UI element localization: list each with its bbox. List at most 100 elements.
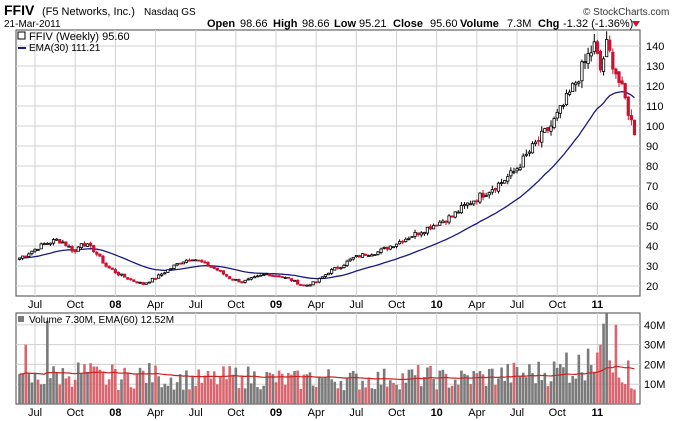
volume-bar <box>98 369 102 404</box>
volume-bar <box>515 367 519 404</box>
price-candle-body <box>351 256 355 260</box>
price-candle-body <box>305 284 309 287</box>
price-tick-label: 130 <box>646 61 664 73</box>
volume-bar <box>605 313 608 404</box>
price-candle-body <box>296 279 300 285</box>
volume-bar <box>500 367 503 404</box>
volume-bar <box>311 385 315 404</box>
price-candle-body <box>141 282 145 285</box>
volume-bar <box>101 371 105 404</box>
high-value: 98.66 <box>302 18 330 30</box>
volume-bar <box>568 382 571 404</box>
price-candle-body <box>432 225 436 230</box>
volume-bar <box>614 324 618 404</box>
price-candle-body <box>240 281 244 284</box>
price-candle-body <box>181 261 185 265</box>
price-candle-body <box>48 242 53 245</box>
volume-bar <box>169 377 173 404</box>
volume-bar <box>472 370 476 404</box>
price-candle-body <box>283 277 287 279</box>
price-candle-body <box>530 143 535 154</box>
volume-bar <box>491 368 494 404</box>
volume-bar <box>497 378 500 404</box>
volume-bar <box>151 382 154 404</box>
price-candle-body <box>515 168 519 172</box>
price-candle-body <box>67 245 71 248</box>
x-tick-label: Jul <box>28 407 42 419</box>
price-candle-body <box>472 200 476 205</box>
volume-bar <box>432 378 435 404</box>
volume-bar <box>185 370 188 404</box>
price-candle-body <box>92 245 96 253</box>
price-candle-body <box>336 266 340 269</box>
x-tick-label: Oct <box>227 299 244 311</box>
price-grid <box>16 30 640 296</box>
price-candle-body <box>249 277 253 280</box>
price-candle-body <box>601 58 606 72</box>
price-candle-body <box>552 118 556 129</box>
x-tick-label: Oct <box>549 407 566 419</box>
price-candle-body <box>58 238 62 244</box>
price-candle-body <box>537 140 541 142</box>
volume-bar <box>574 378 578 404</box>
volume-bar <box>83 364 86 404</box>
price-tick-label: 140 <box>646 41 664 53</box>
price-candle-body <box>447 215 451 223</box>
price-candle-body <box>123 273 127 278</box>
price-candle-body <box>206 262 210 267</box>
price-candle-body <box>160 273 164 276</box>
volume-bar <box>460 370 463 404</box>
price-candle-body <box>478 192 482 203</box>
price-candle-body <box>499 182 504 185</box>
price-candle-body <box>376 251 380 255</box>
price-candle-body <box>608 39 612 51</box>
volume-bar <box>268 372 272 404</box>
price-candle-body <box>533 141 538 145</box>
price-candle-body <box>632 119 637 136</box>
price-candle-body <box>493 188 498 191</box>
price-candle-body <box>490 189 494 193</box>
volume-bar <box>148 363 151 404</box>
price-candle-body <box>620 80 624 85</box>
x-tick-label: Jul <box>510 299 524 311</box>
volume-bar <box>571 375 574 404</box>
volume-bar <box>577 354 581 404</box>
volume-bar <box>410 369 414 404</box>
x-tick-label: Apr <box>147 407 164 419</box>
price-candle-body <box>410 236 414 239</box>
price-tick-label: 100 <box>646 121 664 133</box>
volume-bar <box>373 388 377 404</box>
volume-bar <box>212 371 216 404</box>
price-candle-body <box>175 263 179 266</box>
price-candle-body <box>116 271 121 276</box>
volume-bar <box>160 387 163 404</box>
x-tick-label: Jul <box>349 407 363 419</box>
volume-bar <box>24 344 28 404</box>
price-candle-body <box>119 273 124 276</box>
volume-bar <box>580 372 584 404</box>
volume-bar <box>534 383 537 404</box>
volume-bar <box>426 367 429 404</box>
volume-bar <box>549 381 553 404</box>
price-candle-body <box>39 243 43 250</box>
volume-bar <box>231 374 235 404</box>
volume-legend-icon <box>18 316 24 322</box>
price-tick-label: 20 <box>646 281 658 293</box>
volume-bar <box>178 374 182 404</box>
price-panel <box>15 29 641 297</box>
volume-bars <box>18 313 636 404</box>
down-arrow-icon <box>632 21 640 27</box>
volume-bar <box>308 372 312 404</box>
volume-label: Volume <box>460 18 499 30</box>
volume-bar <box>246 366 250 404</box>
price-tick-label: 80 <box>646 161 658 173</box>
volume-bar <box>512 362 516 404</box>
price-legend-series: FFIV (Weekly) 95.60 <box>29 31 130 43</box>
volume-bar <box>154 365 157 404</box>
price-candle-body <box>107 265 111 269</box>
price-candle-body <box>292 279 297 282</box>
price-candle-body <box>104 262 108 267</box>
x-tick-label: Oct <box>388 299 405 311</box>
price-candle-body <box>246 278 250 281</box>
volume-bar <box>487 368 491 404</box>
